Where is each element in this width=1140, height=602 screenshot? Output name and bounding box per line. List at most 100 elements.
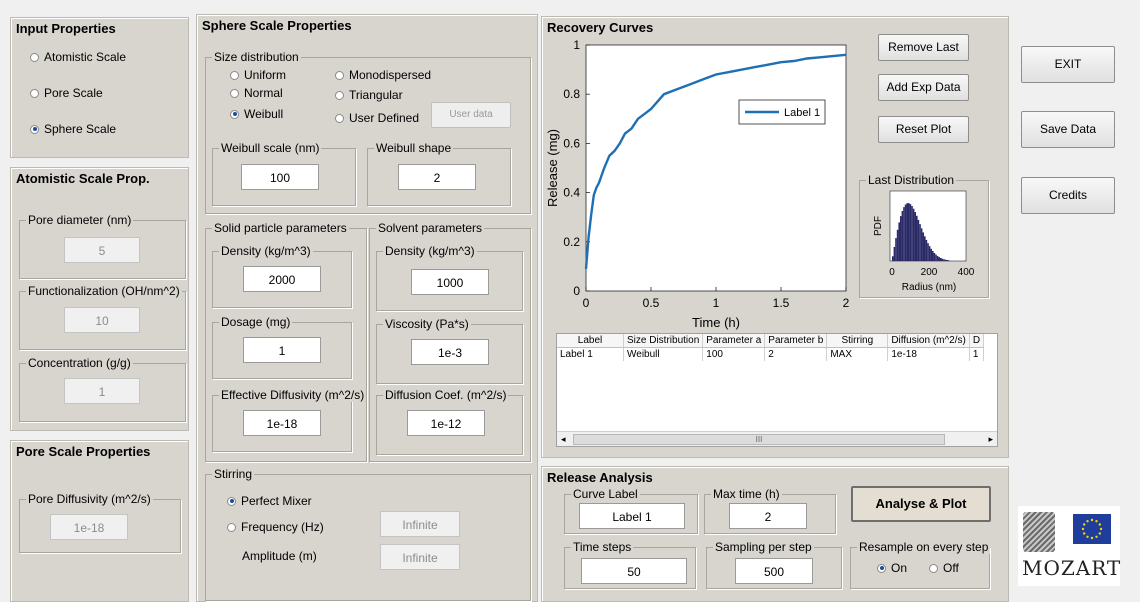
solvent-parameters-label: Solvent parameters: [376, 221, 485, 235]
solvent-density-input[interactable]: 1000: [411, 269, 489, 295]
viscosity-input[interactable]: 1e-3: [411, 339, 489, 365]
table-row[interactable]: Label 1 Weibull 100 2 MAX 1e-18 1: [557, 347, 985, 361]
exit-button[interactable]: EXIT: [1021, 46, 1115, 83]
radio-sphere-scale[interactable]: Sphere Scale: [30, 122, 116, 136]
radio-dot: [30, 88, 39, 98]
eu-star-icon: [1086, 520, 1089, 523]
table-cell[interactable]: 1e-18: [887, 347, 970, 361]
weibull-scale-input[interactable]: 100: [241, 164, 319, 190]
table-cell[interactable]: 2: [764, 347, 828, 361]
amplitude-input[interactable]: Infinite: [380, 544, 460, 570]
curve-label-input[interactable]: Label 1: [579, 503, 685, 529]
effective-diffusivity-input[interactable]: 1e-18: [243, 410, 321, 436]
save-data-button[interactable]: Save Data: [1021, 111, 1115, 148]
time-steps-input[interactable]: 50: [581, 558, 687, 584]
radio-pore-scale[interactable]: Pore Scale: [30, 86, 103, 100]
radio-normal[interactable]: Normal: [230, 86, 283, 100]
portrait-emblem-icon: [1023, 512, 1055, 552]
hist-x-tick-0: 0: [889, 267, 895, 278]
remove-last-button[interactable]: Remove Last: [878, 34, 969, 61]
radio-dot: [30, 52, 39, 62]
x-tick-label: 2: [843, 296, 850, 310]
dosage-input[interactable]: 1: [243, 337, 321, 363]
hist-bar: [916, 215, 918, 261]
table-header[interactable]: Parameter b: [764, 334, 828, 348]
scroll-thumb[interactable]: III: [573, 434, 945, 445]
analyse-plot-button[interactable]: Analyse & Plot: [851, 486, 991, 522]
x-axis-title: Time (h): [692, 315, 740, 330]
hist-bar: [898, 222, 900, 261]
table-cell[interactable]: Label 1: [557, 347, 624, 361]
pore-diffusivity-input[interactable]: 1e-18: [50, 514, 128, 540]
eu-star-icon: [1098, 532, 1101, 535]
table-header[interactable]: Parameter a: [702, 334, 766, 348]
reset-plot-button[interactable]: Reset Plot: [878, 116, 969, 143]
radio-uniform[interactable]: Uniform: [230, 68, 286, 82]
table-header[interactable]: Stirring: [826, 334, 889, 348]
hist-bar: [927, 243, 929, 261]
hist-bar: [928, 246, 931, 261]
table-header[interactable]: Diffusion (m^2/s): [887, 334, 970, 348]
last-distribution-chart: PDF 0 200 400 Radius (nm): [873, 190, 975, 293]
horizontal-scrollbar[interactable]: ◂ III ▸: [557, 431, 997, 446]
viscosity-label: Viscosity (Pa*s): [383, 317, 471, 331]
radio-dot: [335, 70, 344, 80]
functionalization-input[interactable]: 10: [64, 307, 140, 333]
pore-scale-title: Pore Scale Properties: [16, 444, 151, 459]
radio-resample-off[interactable]: Off: [929, 561, 959, 575]
table-cell[interactable]: 1: [969, 347, 985, 361]
radio-monodispersed[interactable]: Monodispersed: [335, 68, 431, 82]
solid-density-group: Density (kg/m^3) 2000: [212, 244, 352, 308]
pore-scale-panel: Pore Scale Properties Pore Diffusivity (…: [10, 440, 189, 602]
radio-atomistic-scale[interactable]: Atomistic Scale: [30, 50, 126, 64]
diffusion-coef-input[interactable]: 1e-12: [407, 410, 485, 436]
eu-star-icon: [1095, 535, 1098, 538]
hist-bar: [941, 258, 944, 261]
radio-weibull[interactable]: Weibull: [230, 107, 283, 121]
table-cell[interactable]: Weibull: [623, 347, 704, 361]
pore-diffusivity-group: Pore Diffusivity (m^2/s) 1e-18: [19, 492, 181, 553]
radio-triangular[interactable]: Triangular: [335, 88, 403, 102]
hist-bar: [924, 236, 926, 261]
dosage-label: Dosage (mg): [219, 315, 293, 329]
eu-star-icon: [1090, 536, 1094, 540]
solvent-density-label: Density (kg/m^3): [383, 244, 477, 258]
add-exp-data-button[interactable]: Add Exp Data: [878, 74, 969, 101]
eu-star-icon: [1083, 523, 1086, 526]
pore-diameter-input[interactable]: 5: [64, 237, 140, 263]
time-steps-group: Time steps 50: [564, 540, 696, 589]
hist-bar: [914, 212, 916, 261]
max-time-input[interactable]: 2: [729, 503, 807, 529]
scroll-left-icon[interactable]: ◂: [561, 434, 566, 444]
solid-density-input[interactable]: 2000: [243, 266, 321, 292]
table-header[interactable]: D: [969, 334, 985, 348]
credits-button[interactable]: Credits: [1021, 177, 1115, 214]
table-cell[interactable]: MAX: [826, 347, 889, 361]
radio-perfect-mixer[interactable]: Perfect Mixer: [227, 494, 312, 508]
radio-resample-on[interactable]: On: [877, 561, 907, 575]
eu-star-icon: [1095, 520, 1098, 523]
concentration-input[interactable]: 1: [64, 378, 140, 404]
radio-user-defined[interactable]: User Defined: [335, 111, 419, 125]
max-time-label: Max time (h): [711, 487, 782, 501]
amplitude-label: Amplitude (m): [242, 549, 317, 563]
frequency-input[interactable]: Infinite: [380, 511, 460, 537]
hist-bar: [944, 259, 947, 261]
radio-frequency[interactable]: Frequency (Hz): [227, 520, 324, 534]
table-header[interactable]: Size Distribution: [623, 334, 704, 348]
diffusion-coef-label: Diffusion Coef. (m^2/s): [383, 388, 509, 402]
hist-bar: [930, 248, 932, 261]
scroll-right-icon[interactable]: ▸: [988, 434, 993, 444]
recovery-chart: 0 0.2 0.4 0.6 0.8 1 0 0.5 1 1.5 2 Release (mg) Ti…: [545, 38, 850, 330]
eu-star-icon: [1098, 523, 1101, 526]
hist-bar: [920, 228, 923, 261]
time-steps-label: Time steps: [571, 540, 634, 554]
solid-density-label: Density (kg/m^3): [219, 244, 313, 258]
weibull-shape-input[interactable]: 2: [398, 164, 476, 190]
sampling-input[interactable]: 500: [735, 558, 813, 584]
table-cell[interactable]: 100: [702, 347, 766, 361]
user-data-button[interactable]: User data: [431, 102, 511, 128]
table-header[interactable]: Label: [557, 334, 624, 348]
hist-bar: [919, 224, 921, 261]
x-tick-label: 1: [713, 296, 720, 310]
